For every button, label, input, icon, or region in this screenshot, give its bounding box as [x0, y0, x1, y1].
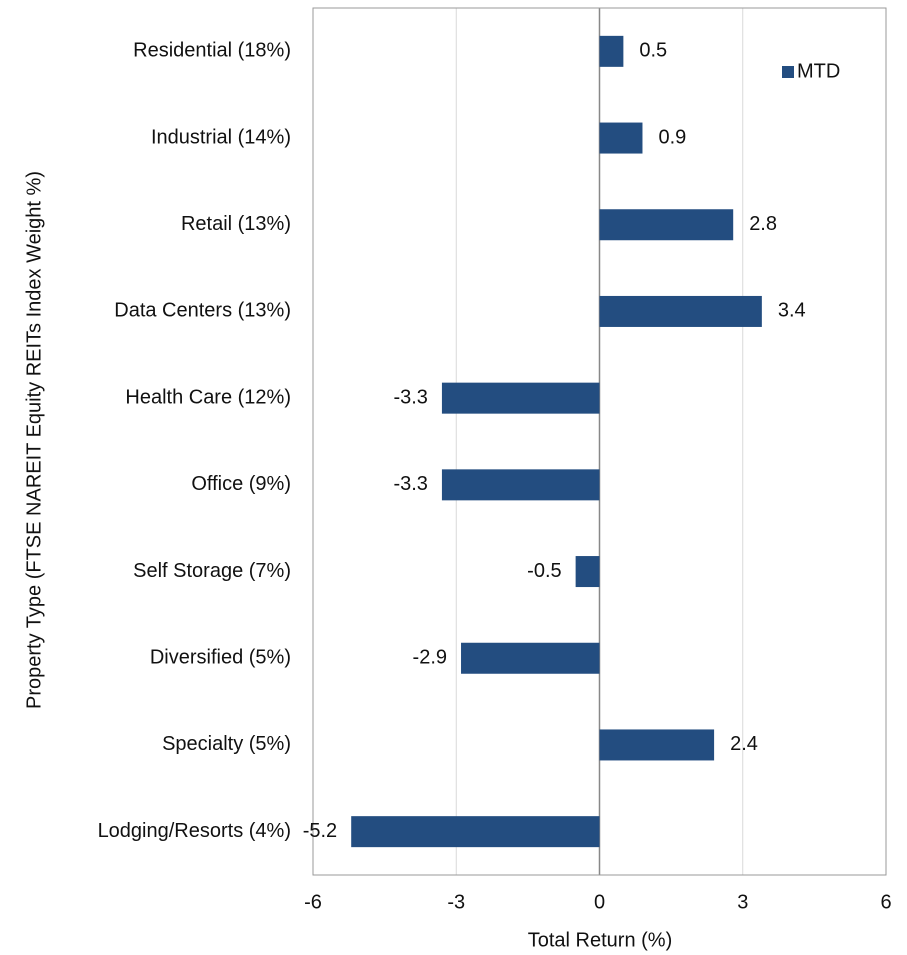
data-label: 2.4	[730, 733, 758, 755]
x-tick-label: 3	[737, 891, 748, 913]
bar	[599, 122, 643, 154]
data-label: 0.5	[639, 40, 667, 62]
bar	[599, 729, 715, 761]
bar	[575, 556, 600, 588]
y-tick-label: Industrial (14%)	[151, 126, 291, 148]
bar	[351, 816, 600, 848]
data-label: 3.4	[778, 300, 806, 322]
y-tick-label: Health Care (12%)	[125, 386, 291, 408]
data-label: -3.3	[393, 386, 427, 408]
data-label: -5.2	[303, 820, 337, 842]
bar	[599, 35, 624, 67]
y-tick-label: Diversified (5%)	[150, 647, 291, 669]
y-tick-label: Retail (13%)	[181, 213, 291, 235]
legend-swatch	[782, 66, 794, 78]
x-tick-label: -6	[304, 891, 322, 913]
x-tick-label: 6	[880, 891, 891, 913]
x-tick-label: -3	[447, 891, 465, 913]
plot-border	[312, 7, 887, 876]
y-tick-label: Specialty (5%)	[162, 733, 291, 755]
y-tick-label: Lodging/Resorts (4%)	[98, 820, 291, 842]
data-label: 2.8	[749, 213, 777, 235]
y-tick-label: Self Storage (7%)	[133, 560, 291, 582]
y-axis-title: Property Type (FTSE NAREIT Equity REITs …	[23, 171, 45, 709]
x-tick-label: 0	[594, 891, 605, 913]
y-tick-label: Data Centers (13%)	[114, 300, 291, 322]
y-tick-label: Residential (18%)	[133, 40, 291, 62]
bar	[599, 209, 734, 241]
bar	[441, 382, 600, 414]
data-label: -0.5	[527, 560, 561, 582]
x-axis-title: Total Return (%)	[528, 929, 673, 951]
data-label: 0.9	[658, 126, 686, 148]
bar	[599, 295, 762, 327]
bar	[441, 469, 600, 501]
y-tick-label: Office (9%)	[191, 473, 291, 495]
data-label: -3.3	[393, 473, 427, 495]
data-label: -2.9	[413, 647, 447, 669]
bar	[461, 642, 600, 674]
legend-label: MTD	[797, 60, 840, 82]
